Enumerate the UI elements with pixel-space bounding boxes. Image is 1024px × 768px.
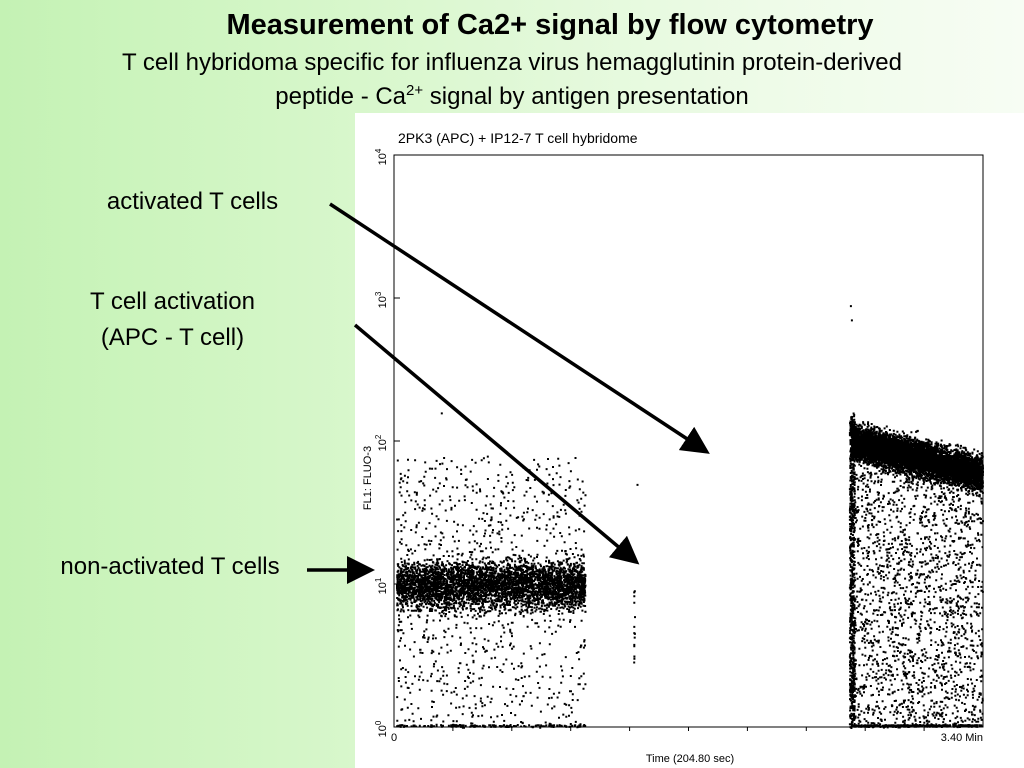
x-axis-label: Time (204.80 sec) [646, 753, 734, 765]
label-activation-line1: T cell activation [90, 288, 255, 315]
y-tick-label: 101 [374, 577, 389, 594]
subtitle-superscript: 2+ [406, 82, 424, 99]
label-activated-t-cells: activated T cells [106, 188, 279, 215]
subtitle-line2-pre: peptide - Ca [275, 83, 407, 110]
plot-background [355, 113, 1024, 768]
subtitle-line1: T cell hybridoma specific for influenza … [122, 49, 902, 76]
y-axis-label: FL1: FLUO-3 [362, 446, 374, 510]
x-axis-start-label: 0 [391, 732, 397, 744]
slide-subtitle: T cell hybridoma specific for influenza … [20, 46, 1004, 114]
x-axis-ticks [452, 727, 925, 731]
y-tick-label: 100 [374, 720, 389, 737]
slide-title: Measurement of Ca2+ signal by flow cytom… [226, 9, 874, 41]
plot-title: 2PK3 (APC) + IP12-7 T cell hybridome [398, 130, 638, 146]
x-axis-end-label: 3.40 Min [941, 732, 983, 744]
label-non-activated-t-cells: non-activated T cells [60, 553, 280, 580]
label-activation-line2: (APC - T cell) [100, 324, 245, 351]
subtitle-line2-post: signal by antigen presentation [423, 83, 749, 110]
y-tick-label: 104 [374, 148, 389, 165]
label-t-cell-activation: T cell activation (APC - T cell) [40, 284, 305, 356]
